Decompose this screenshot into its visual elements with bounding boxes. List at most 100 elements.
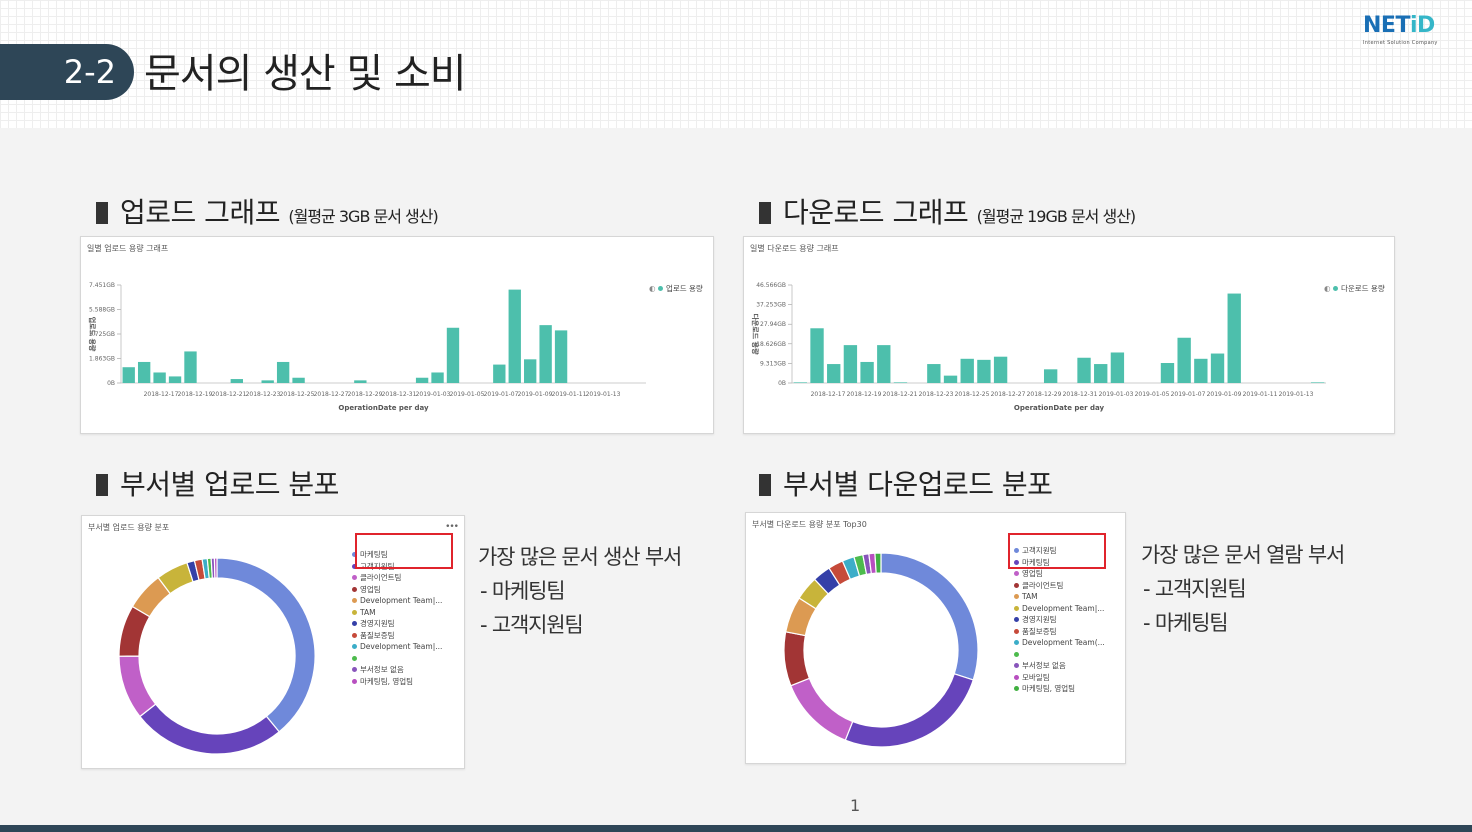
chart-bar[interactable] — [184, 351, 197, 383]
chart-bar[interactable] — [843, 345, 858, 383]
legend-item[interactable]: 부서정보 없음 — [352, 664, 442, 676]
x-tick-label: 2019-01-13 — [1279, 391, 1314, 398]
chart-bar[interactable] — [927, 364, 941, 383]
legend-swatch — [1332, 286, 1338, 291]
company-logo: NETiD Internet Solution Company — [1363, 14, 1457, 54]
chart-bar[interactable] — [1043, 369, 1058, 383]
dept-download-panel-title: 부서별 다운로드 용량 분포 Top30 — [752, 520, 867, 529]
chart-bar[interactable] — [793, 382, 808, 383]
donut-slice[interactable] — [874, 552, 882, 574]
donut-slice[interactable] — [213, 557, 218, 579]
donut-slice[interactable] — [844, 673, 975, 748]
heading-bullet — [759, 474, 771, 496]
chart-bar[interactable] — [810, 328, 824, 383]
legend-item[interactable]: Development Team|... — [1014, 603, 1105, 615]
donut-slice[interactable] — [783, 631, 811, 687]
chart-bar[interactable] — [122, 367, 135, 383]
upload-legend[interactable]: ◐ 업로드 용량 — [649, 283, 703, 295]
chart-bar[interactable] — [1160, 363, 1175, 383]
download-legend[interactable]: ◐ 다운로드 용량 — [1324, 283, 1385, 295]
x-tick-label: 2018-12-29 — [348, 391, 383, 398]
legend-item[interactable]: Development Team|... — [352, 641, 442, 653]
legend-item[interactable]: 모바일팀 — [1014, 672, 1105, 684]
chart-bar[interactable] — [1227, 293, 1241, 383]
donut-slice[interactable] — [790, 677, 854, 741]
legend-swatch — [1014, 559, 1019, 565]
chart-bar[interactable] — [993, 356, 1008, 383]
chart-bar[interactable] — [943, 375, 958, 383]
donut-slice[interactable] — [139, 703, 280, 755]
legend-item[interactable]: 품질보증팀 — [352, 630, 442, 642]
legend-item[interactable] — [1014, 649, 1105, 661]
legend-item[interactable]: 마케팅팀, 영업팀 — [1014, 683, 1105, 695]
legend-toggle-icon[interactable]: ◐ — [649, 284, 656, 293]
legend-item[interactable]: 영업팀 — [1014, 568, 1105, 580]
x-tick-label: 2018-12-21 — [883, 391, 918, 398]
x-tick-label: 2018-12-27 — [991, 391, 1026, 398]
chart-bar[interactable] — [1210, 353, 1225, 383]
x-axis-label: OperationDate per day — [338, 404, 429, 412]
chart-bar[interactable] — [446, 327, 460, 383]
chart-bar[interactable] — [1094, 364, 1108, 383]
legend-item[interactable]: 클라이언트팀 — [1014, 580, 1105, 592]
x-tick-label: 2019-01-11 — [552, 391, 587, 398]
x-tick-label: 2018-12-19 — [178, 391, 213, 398]
chart-bar[interactable] — [539, 325, 552, 383]
chart-bar[interactable] — [137, 361, 151, 383]
donut-slice[interactable] — [118, 655, 157, 718]
more-options-icon[interactable]: ••• — [445, 522, 459, 532]
chart-bar[interactable] — [168, 376, 182, 383]
logo-accent-text: iD — [1409, 13, 1435, 38]
legend-item[interactable]: 고객지원팀 — [352, 561, 442, 573]
upload-graph-panel: 일별 업로드 용량 그래프 0B 1.863GB 3.725GB 5.588GB 7.4… — [80, 236, 714, 434]
chart-bar[interactable] — [960, 358, 974, 383]
chart-bar[interactable] — [554, 330, 568, 383]
y-tick-label: 27.94GB — [760, 321, 786, 328]
chart-bar[interactable] — [1177, 337, 1191, 383]
chart-bar[interactable] — [230, 379, 243, 383]
chart-bar[interactable] — [977, 359, 991, 383]
legend-swatch — [1014, 571, 1019, 576]
donut-slice[interactable] — [880, 552, 979, 681]
chart-bar[interactable] — [877, 345, 891, 383]
legend-item[interactable]: 마케팅팀, 영업팀 — [352, 676, 442, 688]
legend-item[interactable]: TAM — [352, 607, 442, 619]
donut-slice[interactable] — [216, 557, 316, 733]
legend-item[interactable]: 품질보증팀 — [1014, 626, 1105, 638]
chart-bar[interactable] — [860, 361, 874, 383]
chart-bar[interactable] — [354, 380, 367, 383]
legend-item[interactable]: 마케팅팀 — [352, 549, 442, 561]
chart-bar[interactable] — [1110, 352, 1125, 383]
legend-item[interactable] — [352, 653, 442, 665]
chart-bar[interactable] — [431, 372, 444, 383]
legend-item[interactable]: Development Team(... — [1014, 637, 1105, 649]
chart-bar[interactable] — [493, 364, 506, 383]
note-item: - 고객지원팀 — [480, 613, 584, 637]
legend-item[interactable]: 영업팀 — [352, 584, 442, 596]
chart-bar[interactable] — [261, 380, 274, 383]
legend-item[interactable]: 고객지원팀 — [1014, 545, 1105, 557]
chart-bar[interactable] — [893, 382, 908, 383]
upload-graph-heading: 업로드 그래프 (월평균 3GB 문서 생산) — [96, 196, 439, 234]
chart-bar[interactable] — [415, 377, 429, 383]
legend-item[interactable]: TAM — [1014, 591, 1105, 603]
chart-bar[interactable] — [1077, 357, 1091, 383]
chart-bar[interactable] — [524, 359, 537, 383]
chart-bar[interactable] — [153, 372, 166, 383]
legend-item[interactable]: 클라이언트팀 — [352, 572, 442, 584]
legend-item[interactable]: 마케팅팀 — [1014, 557, 1105, 569]
chart-bar[interactable] — [827, 364, 841, 383]
legend-toggle-icon[interactable]: ◐ — [1324, 284, 1331, 293]
chart-bar[interactable] — [276, 361, 290, 383]
legend-item[interactable]: 경영지원팀 — [1014, 614, 1105, 626]
chart-bar[interactable] — [1194, 358, 1208, 383]
legend-swatch — [352, 575, 357, 580]
legend-item[interactable]: 부서정보 없음 — [1014, 660, 1105, 672]
chart-bar[interactable] — [1310, 382, 1325, 383]
legend-item[interactable]: Development Team|... — [352, 595, 442, 607]
chart-bar[interactable] — [508, 289, 521, 383]
x-tick-label: 2019-01-07 — [484, 391, 519, 398]
chart-bar[interactable] — [292, 377, 305, 383]
legend-swatch — [352, 609, 357, 615]
legend-item[interactable]: 경영지원팀 — [352, 618, 442, 630]
